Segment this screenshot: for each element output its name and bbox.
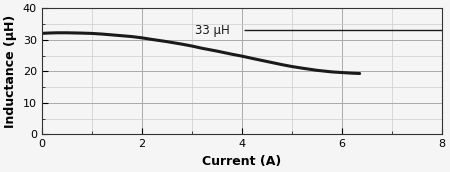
- X-axis label: Current (A): Current (A): [202, 155, 282, 168]
- Y-axis label: Inductance (μH): Inductance (μH): [4, 15, 17, 128]
- Text: 33 μH: 33 μH: [195, 24, 230, 37]
